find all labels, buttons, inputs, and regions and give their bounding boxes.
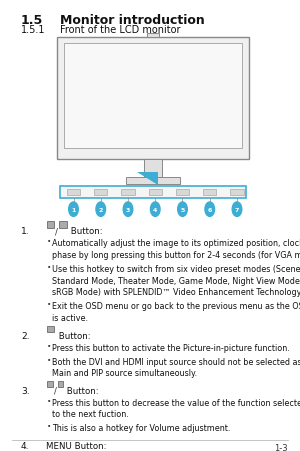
Text: 1-3: 1-3 <box>274 443 288 451</box>
Bar <box>148 190 162 195</box>
Text: 3: 3 <box>126 207 130 212</box>
Bar <box>57 38 249 160</box>
Bar <box>46 381 53 387</box>
Text: is active.: is active. <box>52 313 88 322</box>
Bar <box>64 44 242 149</box>
Bar <box>46 222 54 228</box>
Text: Use this hotkey to switch from six video preset modes (Scenery Mode,: Use this hotkey to switch from six video… <box>52 264 300 273</box>
Text: 5: 5 <box>180 207 185 212</box>
Text: •: • <box>46 302 51 308</box>
Text: Button:: Button: <box>68 227 102 236</box>
Text: 1.5: 1.5 <box>21 14 43 28</box>
Text: Monitor introduction: Monitor introduction <box>60 14 205 28</box>
Text: Both the DVI and HDMI input source should not be selected as both the: Both the DVI and HDMI input source shoul… <box>52 357 300 366</box>
Text: •: • <box>46 398 51 404</box>
Text: Standard Mode, Theater Mode, Game Mode, Night View Mode, and: Standard Mode, Theater Mode, Game Mode, … <box>52 276 300 285</box>
Text: 4: 4 <box>153 207 158 212</box>
Text: •: • <box>46 264 51 270</box>
Text: 3.: 3. <box>21 386 30 395</box>
Text: 6: 6 <box>208 207 212 212</box>
Text: sRGB Mode) with SPLENDID™ Video Enhancement Technology.: sRGB Mode) with SPLENDID™ Video Enhancem… <box>52 288 300 297</box>
Text: •: • <box>46 239 51 244</box>
Text: 1.5.1: 1.5.1 <box>21 25 46 35</box>
Bar <box>122 190 135 195</box>
Text: Front of the LCD monitor: Front of the LCD monitor <box>60 25 181 35</box>
Bar <box>126 177 180 184</box>
Text: /: / <box>54 386 57 395</box>
Text: Press this button to activate the Picture-in-picture function.: Press this button to activate the Pictur… <box>52 343 290 352</box>
Polygon shape <box>137 173 158 185</box>
Text: 7: 7 <box>235 207 239 212</box>
Bar <box>60 186 246 199</box>
Bar <box>94 190 107 195</box>
Text: •: • <box>46 423 51 429</box>
Bar <box>176 190 189 195</box>
Circle shape <box>123 202 133 217</box>
Bar <box>58 381 63 387</box>
Bar <box>46 326 54 332</box>
Text: phase by long pressing this button for 2-4 seconds (for VGA mode only).: phase by long pressing this button for 2… <box>52 250 300 259</box>
Text: MENU Button:: MENU Button: <box>46 441 107 450</box>
Bar <box>230 190 244 195</box>
Text: 4.: 4. <box>21 441 29 450</box>
Text: Automatically adjust the image to its optimized position, clock, and: Automatically adjust the image to its op… <box>52 239 300 248</box>
Bar <box>147 34 159 38</box>
Text: Exit the OSD menu or go back to the previous menu as the OSD menu: Exit the OSD menu or go back to the prev… <box>52 302 300 311</box>
Text: /: / <box>55 227 58 236</box>
Text: 2.: 2. <box>21 331 29 340</box>
Text: •: • <box>46 357 51 363</box>
Text: 1: 1 <box>71 207 76 212</box>
Text: •: • <box>46 343 51 349</box>
Circle shape <box>178 202 187 217</box>
Circle shape <box>205 202 214 217</box>
Text: Press this button to decrease the value of the function selected or move: Press this button to decrease the value … <box>52 398 300 407</box>
Text: Button:: Button: <box>64 386 98 395</box>
Text: 2: 2 <box>99 207 103 212</box>
Circle shape <box>69 202 78 217</box>
Circle shape <box>96 202 106 217</box>
Text: Button:: Button: <box>56 331 90 340</box>
Text: to the next fuction.: to the next fuction. <box>52 410 129 419</box>
Text: 1.: 1. <box>21 227 30 236</box>
Bar <box>144 160 162 177</box>
Circle shape <box>232 202 242 217</box>
Bar <box>67 190 80 195</box>
Text: Main and PIP source simultaneously.: Main and PIP source simultaneously. <box>52 368 198 377</box>
Text: This is also a hotkey for Volume adjustment.: This is also a hotkey for Volume adjustm… <box>52 423 231 433</box>
Bar <box>59 222 67 228</box>
Circle shape <box>150 202 160 217</box>
Bar <box>203 190 216 195</box>
